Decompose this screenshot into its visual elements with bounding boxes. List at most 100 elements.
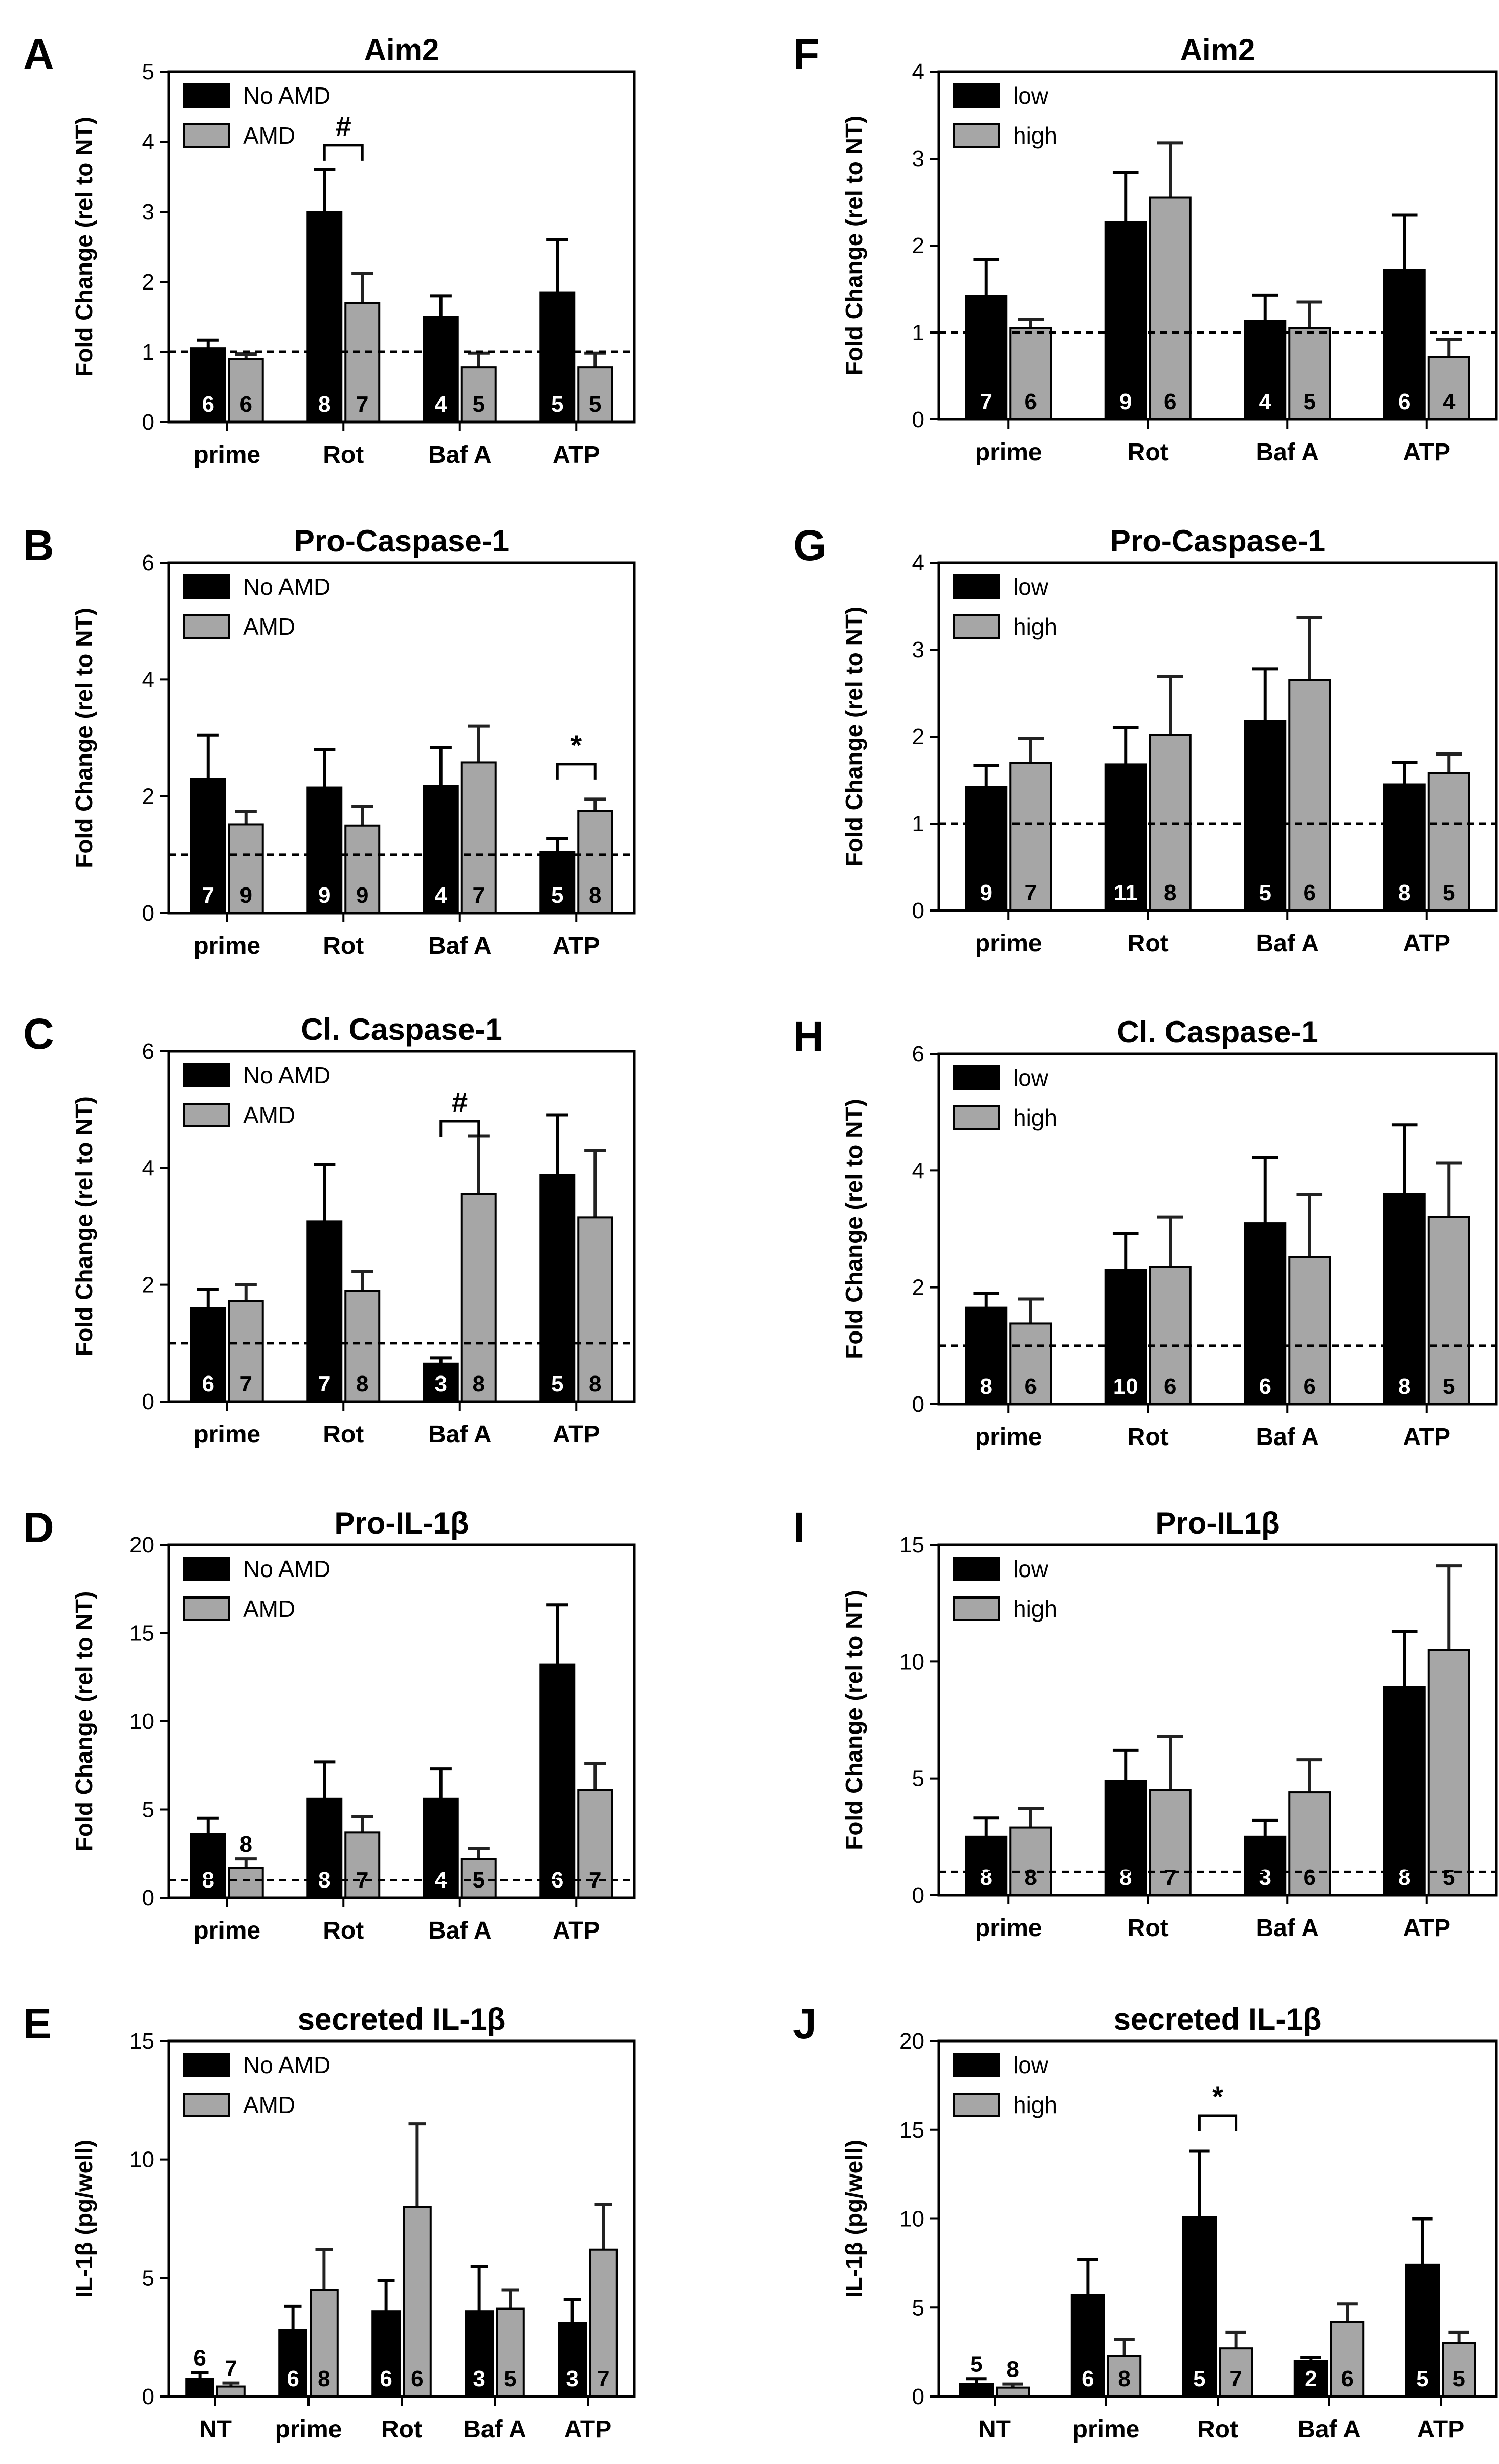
chart-title: Aim2 [1180, 33, 1255, 67]
x-tick-label: Rot [381, 2416, 422, 2443]
n-label: 5 [1304, 389, 1316, 414]
bar [371, 2310, 401, 2398]
legend-label: No AMD [243, 82, 330, 109]
n-label: 6 [380, 2366, 392, 2391]
plot-frame [937, 1543, 1498, 1897]
panel-letter: F [793, 30, 819, 78]
bar [1009, 762, 1052, 912]
bar [1009, 1826, 1052, 1896]
x-tick-label: prime [193, 1917, 260, 1944]
n-label: 7 [202, 883, 214, 908]
legend-swatch [953, 574, 1000, 599]
n-label: 7 [356, 392, 368, 417]
bar [1383, 269, 1426, 420]
y-axis-label: Fold Change (rel to NT) [71, 1096, 97, 1357]
y-tick-label: 15 [899, 1533, 924, 1558]
chart-title: Pro-Caspase-1 [294, 524, 509, 558]
significance-marker: # [452, 1086, 468, 1118]
n-label: 8 [472, 1371, 484, 1396]
bar [1383, 783, 1426, 912]
n-label: 9 [980, 880, 992, 905]
chart-title: Pro-Caspase-1 [1110, 524, 1325, 558]
y-tick-label: 6 [142, 550, 155, 575]
panel-f: F Aim2 Fold Change (rel to NT) 0 1 2 3 4 prime 7 6… [793, 30, 1498, 466]
n-label: 5 [1452, 2366, 1465, 2391]
n-label: 11 [1114, 880, 1138, 905]
x-tick-label: ATP [1403, 930, 1450, 957]
n-label: 6 [1304, 1374, 1316, 1399]
n-label: 6 [1259, 1374, 1271, 1399]
chart-title: secreted IL-1β [1114, 2002, 1322, 2036]
y-tick-label: 4 [142, 129, 155, 154]
bar [1288, 327, 1331, 420]
legend-swatch [953, 1105, 1000, 1130]
bar [577, 810, 613, 915]
x-tick-label: prime [975, 439, 1042, 466]
x-tick-label: Baf A [1255, 1915, 1319, 1942]
y-tick-label: 0 [142, 410, 155, 435]
n-label: 6 [1082, 2366, 1094, 2391]
n-label: 8 [980, 1374, 992, 1399]
y-axis-label: IL-1β (pg/well) [71, 2140, 97, 2298]
n-label: 5 [504, 2366, 516, 2391]
y-axis-label: Fold Change (rel to NT) [841, 116, 867, 376]
legend-swatch [183, 123, 230, 148]
y-axis-label: Fold Change (rel to NT) [71, 117, 97, 377]
bar [1009, 1322, 1052, 1405]
legend-label: low [1013, 1064, 1049, 1091]
y-tick-label: 4 [912, 59, 924, 84]
bar [216, 2385, 246, 2398]
n-label: 9 [239, 883, 252, 908]
y-tick-label: 3 [142, 199, 155, 225]
n-label: 7 [239, 1371, 252, 1396]
n-label: 4 [435, 392, 448, 417]
legend-swatch [183, 2053, 230, 2077]
legend-swatch [183, 1596, 230, 1621]
legend-label: low [1013, 573, 1049, 600]
y-tick-label: 4 [912, 550, 924, 575]
panel-i: I Pro-IL1β Fold Change (rel to NT) 0 5 10 15 pr… [793, 1503, 1498, 1942]
x-tick-label: Rot [323, 441, 364, 469]
n-label: 4 [435, 883, 448, 908]
n-label: 7 [318, 1371, 330, 1396]
x-tick-label: Rot [323, 1421, 364, 1448]
y-tick-label: 2 [912, 233, 924, 258]
y-tick-label: 2 [912, 1275, 924, 1300]
plot-frame [167, 1543, 636, 1899]
bar [1149, 734, 1192, 912]
x-tick-label: prime [275, 2416, 342, 2443]
n-label: 8 [1398, 880, 1410, 905]
y-axis-label: Fold Change (rel to NT) [841, 607, 867, 867]
y-tick-label: 0 [142, 2384, 155, 2409]
x-tick-label: prime [975, 1915, 1042, 1942]
x-tick-label: Baf A [428, 441, 492, 469]
y-tick-label: 4 [142, 667, 155, 692]
x-tick-label: Baf A [1255, 1424, 1319, 1451]
x-tick-label: Rot [1128, 1915, 1169, 1942]
plot-frame [937, 1052, 1498, 1406]
bar [577, 1216, 613, 1403]
y-tick-label: 0 [142, 1389, 155, 1414]
chart-title: Pro-IL1β [1155, 1506, 1280, 1540]
n-label: 6 [193, 2346, 206, 2371]
n-label: 7 [597, 2366, 609, 2391]
bar [403, 2206, 432, 2398]
n-label: 9 [318, 883, 330, 908]
x-tick-label: Rot [323, 1917, 364, 1944]
legend-label: low [1013, 2052, 1049, 2078]
legend-label: high [1013, 613, 1057, 640]
legend-swatch [953, 2053, 1000, 2077]
y-tick-label: 1 [912, 811, 924, 836]
chart-title: Aim2 [364, 33, 439, 67]
bar [1288, 1256, 1331, 1406]
panel-letter: H [793, 1012, 824, 1060]
bar [1104, 763, 1147, 912]
panel-d: D Pro-IL-1β Fold Change (rel to NT) 0 5 10 15 2… [23, 1503, 636, 1944]
y-tick-label: 5 [142, 1797, 155, 1823]
panel-letter: C [23, 1010, 54, 1058]
n-label: 8 [1025, 1865, 1037, 1890]
plot-frame [937, 561, 1498, 912]
n-label: 6 [202, 392, 214, 417]
y-axis-label: Fold Change (rel to NT) [71, 608, 97, 868]
bar [996, 2386, 1030, 2398]
